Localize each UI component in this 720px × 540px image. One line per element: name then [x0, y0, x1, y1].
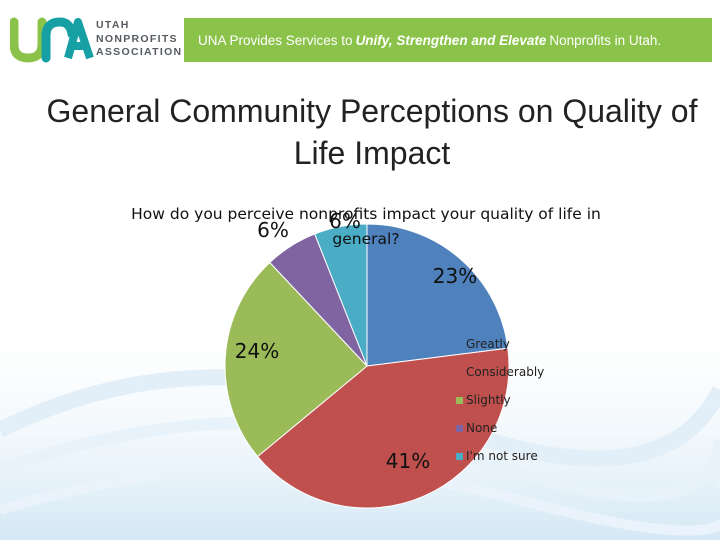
tagline-banner: UNA Provides Services to Unify, Strength…: [184, 18, 712, 62]
slide-title: General Community Perceptions on Quality…: [46, 93, 698, 171]
legend-label: None: [466, 421, 498, 435]
legend-item: Greatly: [456, 330, 656, 358]
chart-legend: Greatly Considerably Slightly None I'm not s…: [456, 330, 656, 470]
tagline-part-1: UNA Provides Services to: [198, 32, 353, 48]
pie-slice-greatly: [366, 223, 509, 367]
logo-line-nonprofits: NONPROFITS: [96, 32, 178, 45]
data-label-considerably: 41%: [386, 449, 430, 473]
legend-item: Slightly: [456, 386, 656, 414]
header: UTAH NONPROFITS ASSOCIATION UNA Provides…: [0, 0, 720, 80]
legend-swatch: [456, 452, 463, 460]
legend-label: Greatly: [466, 337, 510, 351]
legend-item: None: [456, 414, 656, 442]
data-label-greatly: 23%: [433, 264, 477, 288]
pie-slice-i-m-not-sure: [314, 223, 368, 367]
data-label-slightly: 24%: [235, 339, 279, 363]
legend-item: I'm not sure: [456, 442, 656, 470]
una-logo-mark: [10, 17, 94, 63]
tagline-part-3: Nonprofits in Utah.: [549, 32, 662, 48]
pie-slice-slightly: [224, 261, 368, 458]
legend-swatch: [456, 368, 463, 376]
pie-slice-considerably: [256, 347, 510, 509]
chart-title: How do you perceive nonprofits impact yo…: [131, 205, 601, 248]
legend-swatch: [456, 396, 463, 404]
legend-label: Slightly: [466, 393, 511, 407]
legend-label: Considerably: [466, 365, 545, 379]
data-label-none: 6%: [257, 218, 289, 242]
logo-line-association: ASSOCIATION: [96, 46, 183, 58]
logo-line-utah: UTAH: [96, 19, 130, 31]
legend-swatch: [456, 340, 463, 348]
legend-label: I'm not sure: [466, 449, 538, 463]
legend-swatch: [456, 424, 463, 432]
una-logo[interactable]: UTAH NONPROFITS ASSOCIATION: [10, 14, 183, 66]
legend-item: Considerably: [456, 358, 656, 386]
tagline-part-2: Unify, Strengthen and Elevate: [355, 32, 547, 48]
data-label-i-m-not-sure: 6%: [329, 209, 361, 233]
